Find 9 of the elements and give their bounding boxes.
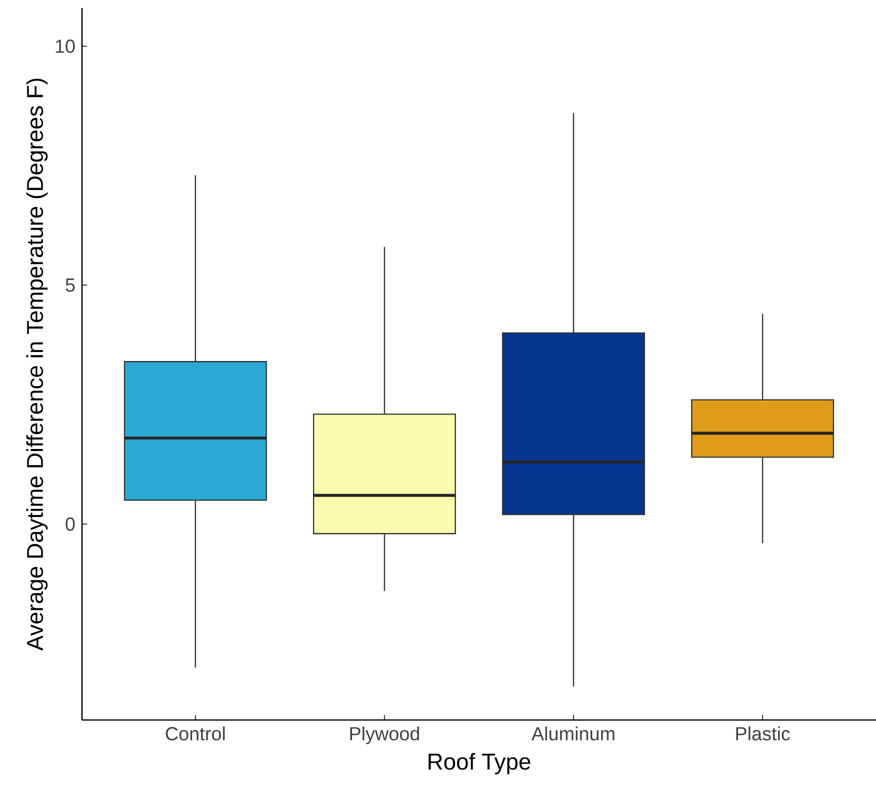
- y-axis-title: Average Daytime Difference in Temperature (Degrees F): [26, 78, 48, 651]
- y-tick-label: 10: [56, 40, 75, 53]
- x-tick-label: Plywood: [350, 726, 420, 744]
- x-tick-label: Control: [166, 726, 225, 740]
- x-tick-label: Aluminum: [531, 726, 614, 740]
- x-axis-title: Roof Type: [428, 752, 530, 774]
- x-tick-label: Plastic: [736, 726, 790, 740]
- y-tick-label: 0: [66, 517, 75, 531]
- y-tick-label: 5: [66, 278, 75, 292]
